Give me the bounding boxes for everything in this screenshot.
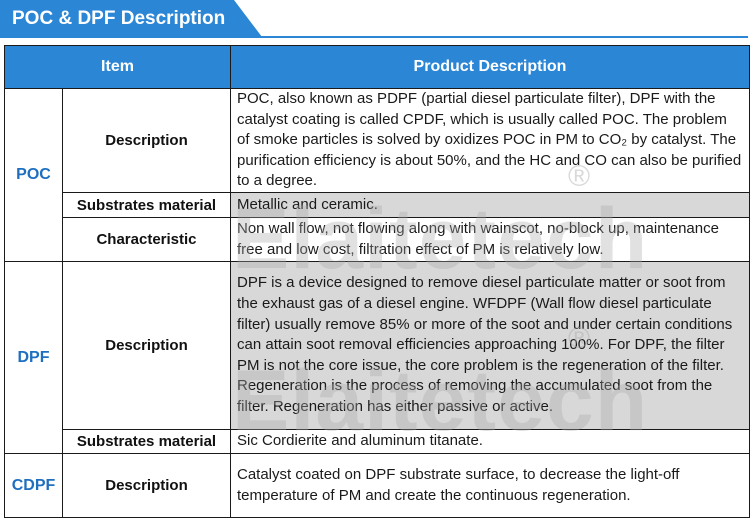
poc-description-text: POC, also known as PDPF (partial diesel …	[230, 88, 750, 193]
poc-characteristic-label: Characteristic	[62, 217, 231, 262]
dpf-substrates-label: Substrates material	[62, 429, 231, 454]
table-header-row: Item Product Description	[4, 45, 750, 89]
header-item: Item	[4, 45, 231, 89]
item-cdpf: CDPF	[4, 453, 63, 518]
dpf-description-text: DPF is a device designed to remove diese…	[230, 261, 750, 430]
title-underline	[0, 36, 748, 38]
dpf-description-label: Description	[62, 261, 231, 430]
table-row: DPF Description DPF is a device designed…	[4, 261, 750, 454]
header-product-description: Product Description	[230, 45, 750, 89]
dpf-substrates-text: Sic Cordierite and aluminum titanate.	[230, 429, 750, 454]
table-row: CDPF Description Catalyst coated on DPF …	[4, 453, 750, 518]
cdpf-description-label: Description	[62, 453, 231, 518]
poc-substrates-label: Substrates material	[62, 192, 231, 218]
table-row: POC Description POC, also known as PDPF …	[4, 88, 750, 262]
item-poc: POC	[4, 88, 63, 262]
table-row: Characteristic Non wall flow, not flowin…	[5, 217, 750, 262]
poc-description-label: Description	[62, 88, 231, 193]
cdpf-description-text: Catalyst coated on DPF substrate surface…	[230, 453, 750, 518]
item-dpf: DPF	[4, 261, 63, 454]
poc-characteristic-text: Non wall flow, not flowing along with wa…	[230, 217, 750, 262]
title-banner: POC & DPF Description	[0, 0, 262, 37]
table-row: Substrates material Sic Cordierite and a…	[5, 429, 750, 454]
page-title: POC & DPF Description	[12, 8, 226, 29]
description-table: Item Product Description POC Description…	[4, 45, 750, 518]
table-row: Substrates material Metallic and ceramic…	[5, 192, 750, 218]
poc-substrates-text: Metallic and ceramic.	[230, 192, 750, 218]
